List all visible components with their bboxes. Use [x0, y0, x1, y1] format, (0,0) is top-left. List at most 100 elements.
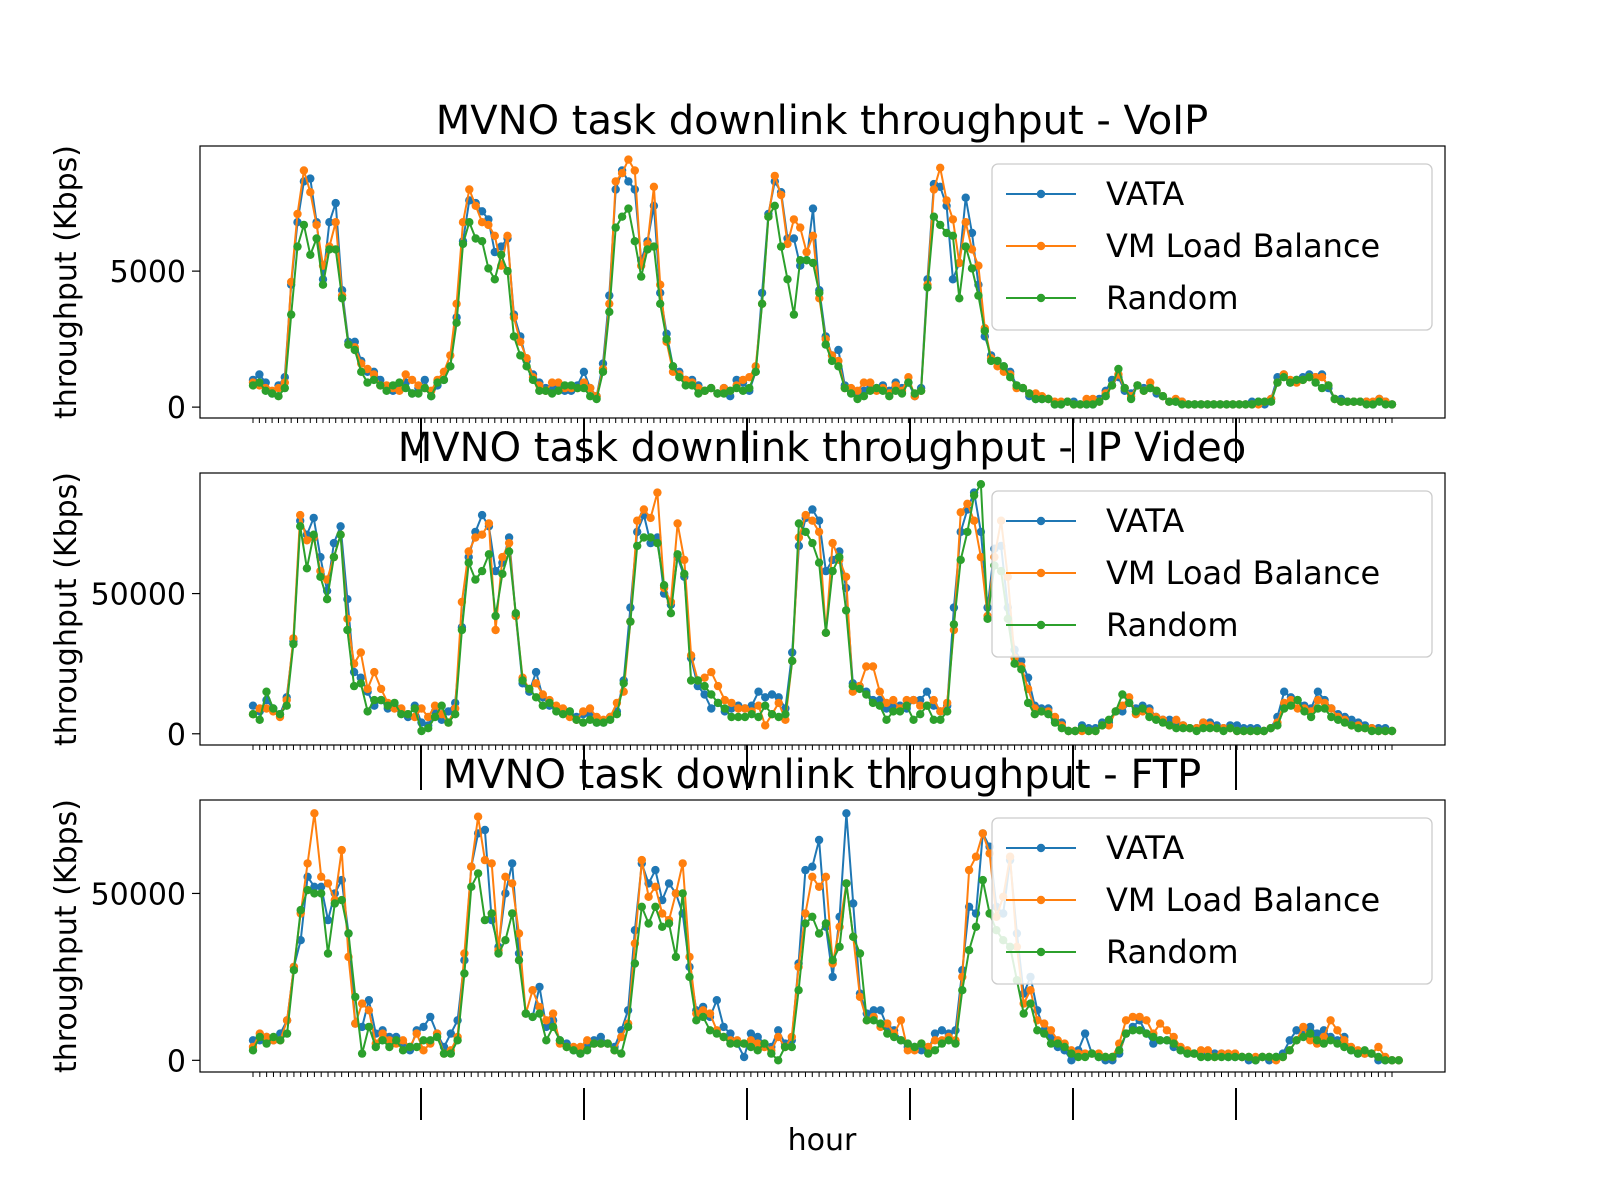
data-point [964, 946, 974, 955]
data-point [579, 383, 589, 393]
data-point [713, 681, 723, 691]
data-point [685, 952, 694, 962]
data-point [484, 519, 494, 528]
data-point [497, 250, 506, 259]
data-point [275, 710, 285, 719]
data-point [1375, 397, 1384, 406]
data-point [978, 829, 987, 838]
data-point [943, 707, 952, 716]
data-point [452, 299, 461, 308]
data-point [1239, 726, 1248, 736]
data-point [700, 673, 709, 682]
data-point [490, 231, 499, 240]
data-point [868, 698, 878, 708]
data-point [410, 704, 419, 713]
data-point [719, 1022, 728, 1032]
data-point [1285, 1036, 1294, 1045]
data-point [1139, 386, 1149, 395]
data-point [351, 992, 360, 1002]
data-point [1076, 400, 1085, 409]
data-point [417, 704, 426, 713]
data-point [370, 667, 379, 677]
data-point [1033, 1026, 1042, 1035]
data-point [662, 334, 671, 344]
data-point [637, 902, 646, 911]
data-point [828, 972, 837, 982]
data-point [437, 701, 446, 710]
data-point [484, 550, 494, 559]
data-point [713, 389, 722, 398]
data-point [802, 247, 811, 257]
data-point [624, 155, 633, 164]
data-point [282, 701, 291, 710]
data-point [1244, 1052, 1254, 1062]
data-point [910, 1042, 919, 1052]
data-point [1387, 726, 1397, 736]
data-point [303, 885, 312, 895]
data-point [827, 356, 837, 366]
data-point [789, 215, 799, 224]
data-point [357, 367, 366, 376]
data-point [596, 1032, 605, 1042]
data-point [794, 986, 803, 995]
data-point [1210, 1052, 1219, 1062]
data-point [692, 1016, 701, 1025]
data-point [1336, 397, 1346, 406]
data-point [528, 1012, 537, 1022]
data-point [317, 872, 326, 881]
data-point [378, 1036, 387, 1045]
data-point [727, 698, 736, 708]
data-point [738, 386, 748, 395]
data-point [287, 310, 296, 319]
data-point [967, 264, 977, 273]
data-point [1253, 726, 1262, 736]
data-point [1069, 400, 1079, 409]
data-point [299, 220, 309, 230]
data-point [511, 609, 520, 618]
data-point [761, 721, 770, 730]
data-point [651, 882, 660, 891]
data-point [930, 1046, 940, 1055]
data-point [569, 1046, 578, 1055]
data-point [1172, 724, 1181, 733]
data-point [419, 1036, 428, 1045]
data-point [1125, 698, 1134, 708]
axes-frame [199, 472, 1446, 746]
data-point [306, 250, 315, 259]
data-point [1360, 724, 1370, 733]
data-point [726, 1029, 735, 1038]
data-point [312, 220, 321, 230]
data-point [1349, 397, 1359, 406]
data-point [336, 522, 345, 531]
data-point [458, 239, 468, 249]
data-point [331, 245, 340, 254]
data-point [767, 1049, 776, 1058]
data-point [322, 595, 332, 604]
data-point [808, 538, 817, 548]
data-point [720, 695, 729, 705]
data-point [545, 698, 554, 708]
data-point [378, 1029, 387, 1038]
data-point [930, 1036, 940, 1045]
data-point [401, 383, 410, 393]
data-point [1381, 1056, 1390, 1065]
data-point [808, 862, 817, 871]
data-point [547, 378, 557, 387]
data-point [480, 825, 490, 835]
data-point [274, 383, 283, 393]
data-point [306, 188, 315, 197]
y-axis-label: throughput (Kbps) [49, 145, 84, 419]
data-point [538, 701, 547, 710]
data-point [963, 499, 972, 508]
data-point [734, 712, 743, 722]
data-point [971, 922, 981, 931]
data-point [261, 386, 270, 395]
data-point [1012, 381, 1021, 390]
x-minor-ticks [252, 745, 1393, 750]
data-point [937, 1039, 947, 1048]
data-point [508, 879, 517, 888]
data-point [745, 373, 754, 382]
data-point [774, 1032, 783, 1042]
data-point [471, 533, 480, 542]
data-point [516, 351, 525, 360]
